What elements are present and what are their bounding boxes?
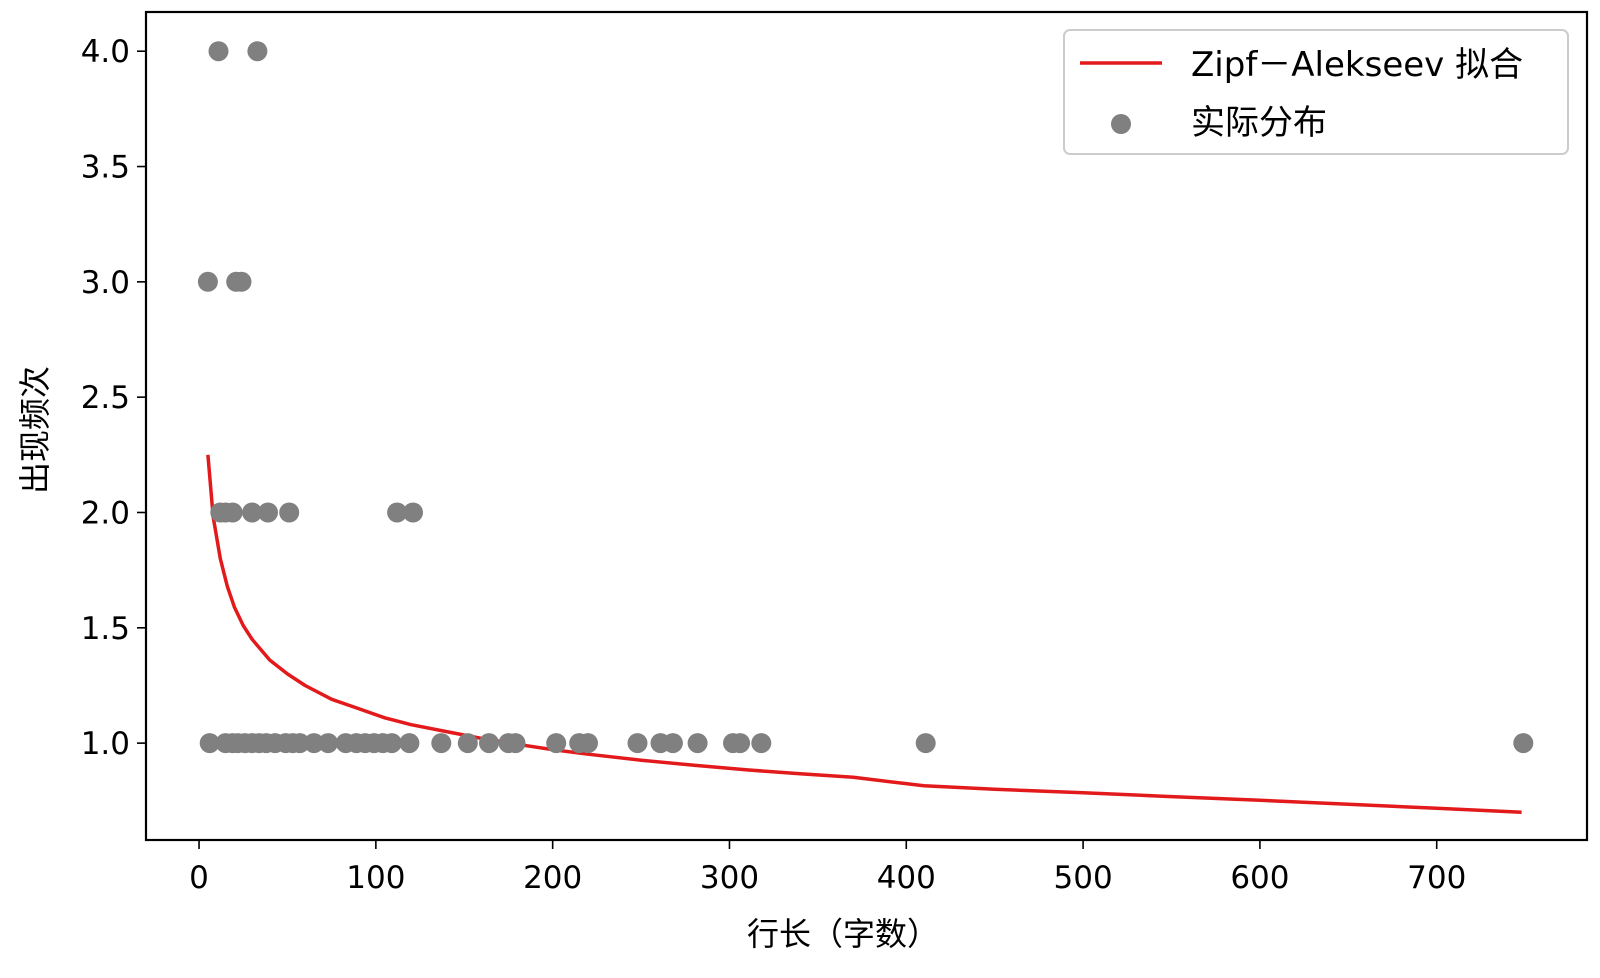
scatter-point bbox=[208, 41, 229, 62]
scatter-point bbox=[197, 271, 218, 292]
x-tick-label: 300 bbox=[700, 860, 759, 896]
legend-label-actual: 实际分布 bbox=[1191, 103, 1327, 143]
scatter-point bbox=[242, 502, 263, 523]
scatter-point bbox=[546, 733, 567, 754]
scatter-point bbox=[247, 41, 268, 62]
scatter-point bbox=[387, 502, 408, 523]
scatter-point bbox=[222, 502, 243, 523]
legend-box bbox=[1063, 29, 1569, 155]
y-tick-label: 1.0 bbox=[81, 726, 130, 762]
scatter-point bbox=[431, 733, 452, 754]
x-tick-label: 700 bbox=[1407, 860, 1466, 896]
scatter-point bbox=[1513, 733, 1534, 754]
x-tick-label: 0 bbox=[189, 860, 209, 896]
y-tick-label: 4.0 bbox=[81, 34, 130, 70]
scatter-point bbox=[662, 733, 683, 754]
scatter-point bbox=[457, 733, 478, 754]
scatter-point bbox=[258, 502, 278, 523]
y-tick-label: 3.0 bbox=[81, 265, 130, 301]
y-tick-label: 3.5 bbox=[81, 150, 130, 186]
plot-frame bbox=[144, 10, 1589, 842]
legend: Zipf－Alekseev 拟合 实际分布 bbox=[1063, 29, 1569, 155]
x-tick-label: 400 bbox=[877, 860, 936, 896]
scatter-point bbox=[289, 733, 310, 754]
series-layer bbox=[197, 41, 1534, 815]
scatter-point bbox=[279, 502, 300, 523]
y-axis-label: 出现频次 bbox=[16, 366, 54, 494]
scatter-point bbox=[730, 733, 751, 754]
scatter-point bbox=[304, 733, 324, 754]
legend-label-fit: Zipf－Alekseev 拟合 bbox=[1191, 45, 1523, 85]
legend-marker-swatch bbox=[1111, 114, 1131, 134]
scatter-point bbox=[479, 733, 499, 754]
scatter-point bbox=[687, 733, 708, 754]
x-axis-label: 行长（字数） bbox=[747, 915, 939, 953]
scatter-point bbox=[399, 733, 420, 754]
scatter-point bbox=[751, 733, 772, 754]
x-tick-label: 100 bbox=[346, 860, 405, 896]
scatter-point bbox=[505, 733, 526, 754]
x-tick-label: 600 bbox=[1230, 860, 1289, 896]
y-tick-label: 2.0 bbox=[81, 495, 130, 531]
scatter-point bbox=[231, 271, 252, 292]
scatter-point bbox=[381, 733, 402, 754]
y-axis-ticks: 1.0 1.5 2.0 2.5 3.0 3.5 4.0 bbox=[81, 34, 146, 762]
scatter-point bbox=[403, 502, 423, 523]
scatter-point bbox=[318, 733, 339, 754]
x-axis-ticks: 0 100 200 300 400 500 600 700 bbox=[189, 840, 1466, 896]
scatter-point bbox=[915, 733, 936, 754]
scatter-point bbox=[578, 733, 598, 754]
scatter-point bbox=[199, 733, 220, 754]
x-tick-label: 200 bbox=[523, 860, 582, 896]
y-tick-label: 2.5 bbox=[81, 380, 130, 416]
x-tick-label: 500 bbox=[1054, 860, 1113, 896]
y-tick-label: 1.5 bbox=[81, 611, 130, 647]
scatter-point bbox=[627, 733, 648, 754]
